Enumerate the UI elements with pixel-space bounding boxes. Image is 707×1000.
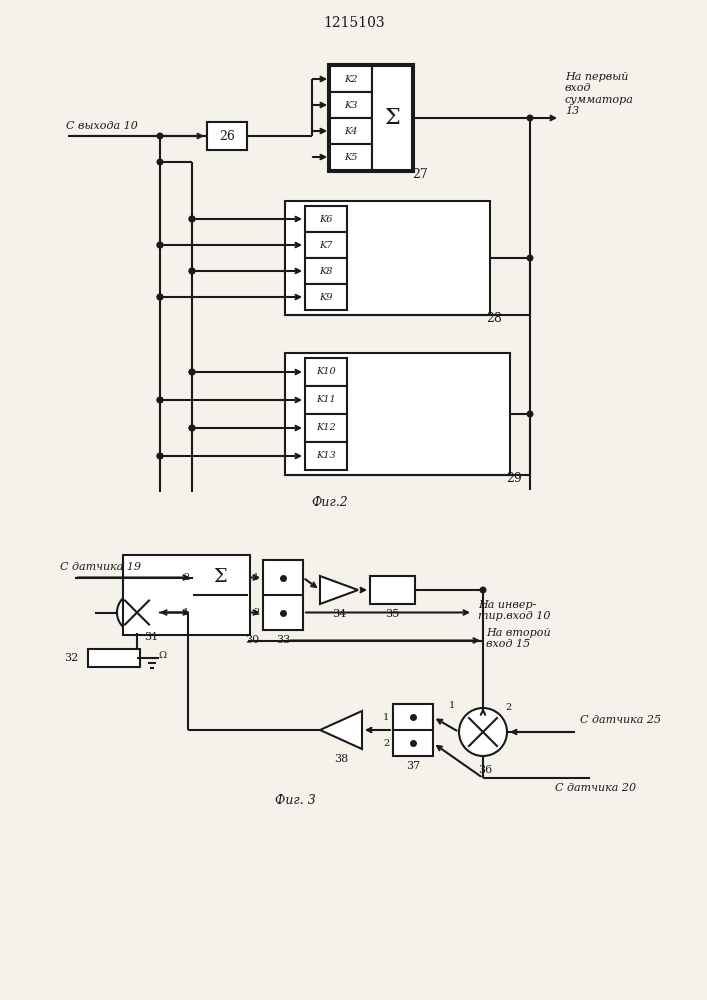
Text: 1: 1 [253,573,259,582]
Text: На первый
вход
сумматора
13: На первый вход сумматора 13 [565,72,634,116]
Bar [305,386,347,414]
Circle shape [189,369,195,375]
Bar [207,122,247,150]
Circle shape [117,592,157,633]
Circle shape [157,453,163,459]
Bar [305,358,347,386]
Circle shape [157,453,163,459]
Circle shape [189,425,195,431]
Text: K10: K10 [316,367,336,376]
Circle shape [157,242,163,248]
Text: 1: 1 [183,608,189,617]
Text: С датчика 25: С датчика 25 [580,715,661,725]
Bar [328,64,414,172]
Bar [305,442,347,470]
Text: 2: 2 [383,738,389,748]
Circle shape [459,708,507,756]
Text: K4: K4 [344,126,358,135]
Text: 29: 29 [506,472,522,485]
Bar [330,92,372,118]
Circle shape [157,133,163,139]
Text: 28: 28 [486,312,502,324]
Text: 27: 27 [412,167,428,180]
Circle shape [157,397,163,403]
Text: K5: K5 [344,152,358,161]
Circle shape [189,216,195,222]
Text: K3: K3 [344,101,358,109]
Bar [370,576,415,604]
Text: Ω: Ω [158,652,166,660]
Circle shape [189,268,195,274]
Text: Σ: Σ [214,568,228,586]
Text: На инвер-
тир.вход 10: На инвер- тир.вход 10 [478,600,551,621]
Bar [305,414,347,442]
Bar [330,118,372,144]
Circle shape [157,242,163,248]
Polygon shape [320,711,362,749]
Bar [263,560,303,630]
Text: С датчика 20: С датчика 20 [555,783,636,793]
Bar [123,555,250,635]
Text: K7: K7 [320,240,333,249]
Circle shape [157,294,163,300]
Bar [193,560,248,630]
Text: 36: 36 [478,765,492,775]
Bar [305,284,347,310]
Circle shape [527,255,533,261]
Text: 30: 30 [245,635,259,645]
Circle shape [480,587,486,593]
Text: K12: K12 [316,424,336,432]
Text: 37: 37 [406,761,420,771]
Text: K11: K11 [316,395,336,404]
Text: 38: 38 [334,754,348,764]
Text: 34: 34 [332,609,346,619]
Circle shape [157,397,163,403]
Bar [305,206,347,232]
Bar [305,232,347,258]
Text: 26: 26 [219,129,235,142]
Text: 2: 2 [183,573,189,582]
Text: 32: 32 [64,653,78,663]
Text: K13: K13 [316,452,336,460]
Text: 2: 2 [253,608,259,617]
Polygon shape [320,576,358,604]
Circle shape [157,294,163,300]
Text: Фиг. 3: Фиг. 3 [274,794,315,806]
Text: K2: K2 [344,75,358,84]
Text: На второй
вход 15: На второй вход 15 [486,628,551,649]
Text: 35: 35 [385,609,399,619]
Text: 33: 33 [276,635,290,645]
Bar [372,66,412,170]
Text: С датчика 19: С датчика 19 [60,562,141,572]
Text: K6: K6 [320,215,333,224]
Circle shape [189,425,195,431]
Circle shape [527,115,533,121]
Bar [393,704,433,756]
Bar [88,649,140,667]
Text: 1: 1 [449,702,455,710]
Bar [285,201,490,315]
Text: 31: 31 [144,632,158,642]
Circle shape [189,268,195,274]
Circle shape [189,216,195,222]
Circle shape [157,159,163,165]
Text: 1: 1 [383,712,389,722]
Text: Фиг.2: Фиг.2 [312,495,349,508]
Bar [330,66,372,92]
Text: K9: K9 [320,292,333,302]
Bar [330,144,372,170]
Bar [285,353,510,475]
Text: С выхода 10: С выхода 10 [66,121,138,131]
Circle shape [527,411,533,417]
Text: 1215103: 1215103 [323,16,385,30]
Circle shape [189,369,195,375]
Text: 2: 2 [506,704,512,712]
Bar [305,258,347,284]
Text: K8: K8 [320,266,333,275]
Text: Σ: Σ [384,107,400,129]
